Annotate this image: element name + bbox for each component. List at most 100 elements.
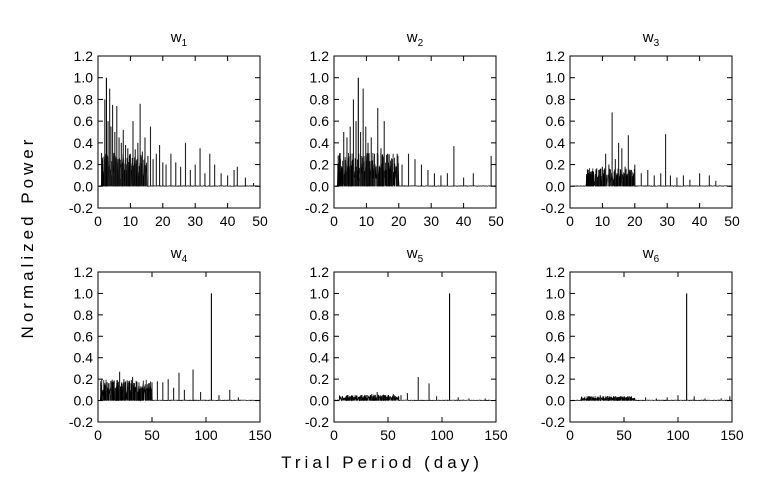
x-tick-label: 0 [330,427,338,443]
x-tick-label: 10 [595,213,611,229]
y-tick-label: 0.8 [546,91,566,107]
y-tick-label: 0.6 [310,328,330,344]
panel-title-subscript: 3 [654,38,660,49]
y-tick-label: 0.4 [74,135,94,151]
x-tick-label: 100 [666,427,690,443]
y-tick-label: 0.6 [74,113,94,129]
y-tick-label: 0.4 [74,350,94,366]
panel-title: w6 [642,245,660,265]
x-tick-label: 0 [94,427,102,443]
panel-4: w4 -0.2 0.0 0.2 0.4 0.6 0.8 1.0 1.2 0 50 100 150 [69,245,272,443]
y-tick-label: 1.0 [74,70,94,86]
panel-title-subscript: 5 [418,254,424,265]
panel-title: w3 [642,29,660,49]
panel-title-subscript: 4 [182,254,188,265]
y-tick-label: 0.4 [546,135,566,151]
x-tick-label: 50 [252,213,268,229]
panel-2: w2 -0.2 0.0 0.2 0.4 0.6 0.8 1.0 1.2 0 10 20 30 40 50 [305,29,504,229]
y-tick-label: 0.2 [546,371,566,387]
y-tick-label: -0.2 [69,200,93,216]
panel-title-subscript: 1 [182,38,188,49]
y-tick-label: 1.2 [546,48,566,64]
x-tick-label: 50 [724,213,740,229]
y-tick-label: 0.2 [74,157,94,173]
y-tick-label: 1.0 [546,285,566,301]
y-tick-label: -0.2 [541,414,565,430]
x-axis-label: Trial Period (day) [281,453,483,472]
x-tick-label: 30 [423,213,439,229]
x-tick-label: 20 [391,213,407,229]
x-tick-label: 100 [194,427,218,443]
panel-title: w5 [406,245,424,265]
x-tick-label: 40 [220,213,236,229]
x-tick-label: 30 [187,213,203,229]
y-tick-label: 0.2 [310,157,330,173]
y-tick-label: 0.8 [74,307,94,323]
x-tick-label: 100 [430,427,454,443]
y-tick-label: 0.0 [310,393,330,409]
y-tick-label: 0.4 [546,350,566,366]
y-tick-label: 0.0 [74,393,94,409]
y-tick-label: 1.0 [310,285,330,301]
y-tick-label: 1.0 [74,285,94,301]
x-tick-label: 40 [692,213,708,229]
y-tick-label: -0.2 [541,200,565,216]
y-tick-label: 0.6 [546,328,566,344]
y-tick-label: 1.0 [546,70,566,86]
y-tick-label: 0.2 [74,371,94,387]
plot-frame [97,271,261,423]
panel-1: w1 -0.2 0.0 0.2 0.4 0.6 0.8 1.0 1.2 0 10 20 30 40 50 [69,29,268,229]
x-tick-label: 10 [359,213,375,229]
panel-5: w5 -0.2 0.0 0.2 0.4 0.6 0.8 1.0 1.2 0 50 100 150 [305,245,508,443]
x-tick-label: 10 [123,213,139,229]
x-tick-label: 50 [380,427,396,443]
x-tick-label: 0 [566,213,574,229]
plot-frame [333,55,497,209]
x-tick-label: 50 [488,213,504,229]
power-trace [99,385,260,402]
y-tick-label: -0.2 [69,414,93,430]
x-tick-label: 40 [456,213,472,229]
y-tick-label: 0.0 [546,178,566,194]
y-tick-label: 0.6 [546,113,566,129]
plot-frame [569,55,733,209]
y-tick-label: -0.2 [305,414,329,430]
y-tick-label: 0.8 [310,91,330,107]
x-tick-label: 50 [144,427,160,443]
y-tick-label: 0.8 [546,307,566,323]
y-tick-label: 0.6 [310,113,330,129]
panel-title-subscript: 6 [654,254,660,265]
y-tick-label: 0.8 [310,307,330,323]
panel-3: w3 -0.2 0.0 0.2 0.4 0.6 0.8 1.0 1.2 0 10 20 30 40 50 [541,29,740,229]
y-tick-label: 0.4 [310,135,330,151]
plot-frame [333,271,497,423]
y-tick-label: -0.2 [305,200,329,216]
y-tick-label: 1.2 [74,48,94,64]
y-tick-label: 0.2 [546,157,566,173]
y-tick-label: 0.6 [74,328,94,344]
panel-title: w2 [406,29,424,49]
y-tick-label: 0.8 [74,91,94,107]
x-tick-label: 150 [484,427,508,443]
y-tick-label: 0.2 [310,371,330,387]
panel-title: w1 [170,29,188,49]
y-tick-label: 1.2 [74,264,94,280]
y-axis-label: Normalized Power [18,135,37,339]
y-tick-label: 0.4 [310,350,330,366]
panel-title-subscript: 2 [418,38,424,49]
x-tick-label: 30 [659,213,675,229]
plot-frame [569,271,733,423]
y-tick-label: 1.2 [310,48,330,64]
x-tick-label: 50 [616,427,632,443]
x-tick-label: 20 [155,213,171,229]
x-tick-label: 0 [94,213,102,229]
y-tick-label: 1.2 [546,264,566,280]
y-tick-label: 1.2 [310,264,330,280]
y-tick-label: 1.0 [310,70,330,86]
x-tick-label: 0 [330,213,338,229]
panel-6: w6 -0.2 0.0 0.2 0.4 0.6 0.8 1.0 1.2 0 50 100 150 [541,245,744,443]
x-tick-label: 20 [627,213,643,229]
y-tick-label: 0.0 [546,393,566,409]
y-tick-label: 0.0 [310,178,330,194]
